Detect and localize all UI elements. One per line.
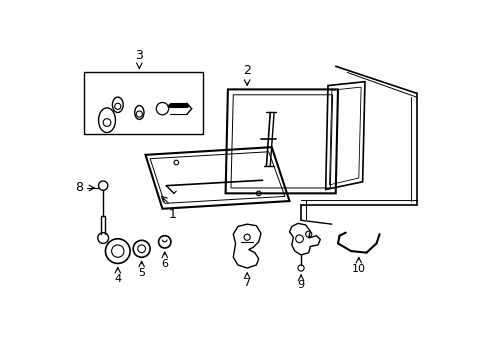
Text: 8: 8 [75,181,83,194]
Text: 9: 9 [297,280,304,291]
Text: 3: 3 [135,49,143,62]
Text: 7: 7 [243,278,250,288]
Text: 1: 1 [168,208,176,221]
Text: 10: 10 [351,264,365,274]
Text: 6: 6 [161,259,168,269]
Text: 2: 2 [243,64,250,77]
Bar [84,72,203,134]
Text: 4: 4 [114,274,121,284]
Text: 5: 5 [138,268,145,278]
